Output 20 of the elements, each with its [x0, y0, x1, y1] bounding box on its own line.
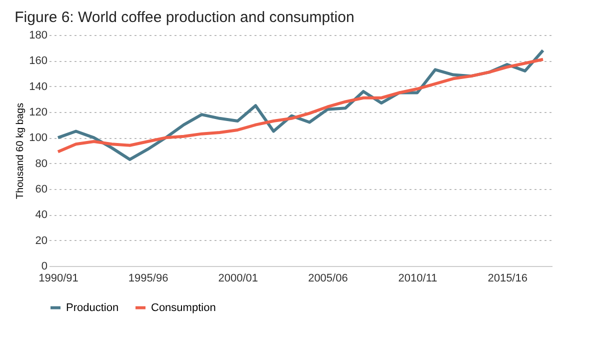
y-tick-label: 180 [29, 30, 48, 42]
y-tick-label: 160 [29, 55, 48, 68]
y-tick-label: 120 [29, 106, 48, 118]
legend-label: Consumption [151, 302, 216, 314]
y-tick-label: 140 [29, 80, 48, 93]
y-tick-label: 60 [35, 184, 48, 196]
x-tick-label: 2000/01 [218, 272, 258, 284]
y-tick-label: 80 [35, 158, 48, 170]
y-axis-title: Thousand 60 kg bags [15, 102, 26, 200]
y-tick-label: 40 [35, 209, 48, 222]
legend-label: Production [66, 302, 119, 314]
y-tick-label: 20 [35, 234, 48, 247]
x-tick-label: 2015/16 [488, 272, 528, 284]
x-tick-label: 1990/91 [38, 272, 78, 284]
x-tick-label: 2010/11 [398, 272, 438, 284]
y-tick-label: 0 [41, 260, 48, 272]
x-tick-label: 1995/96 [128, 272, 168, 284]
y-tick-label: 100 [29, 132, 48, 144]
chart-title: Figure 6: World coffee production and consumption [14, 9, 354, 26]
x-tick-label: 2005/06 [308, 272, 348, 284]
